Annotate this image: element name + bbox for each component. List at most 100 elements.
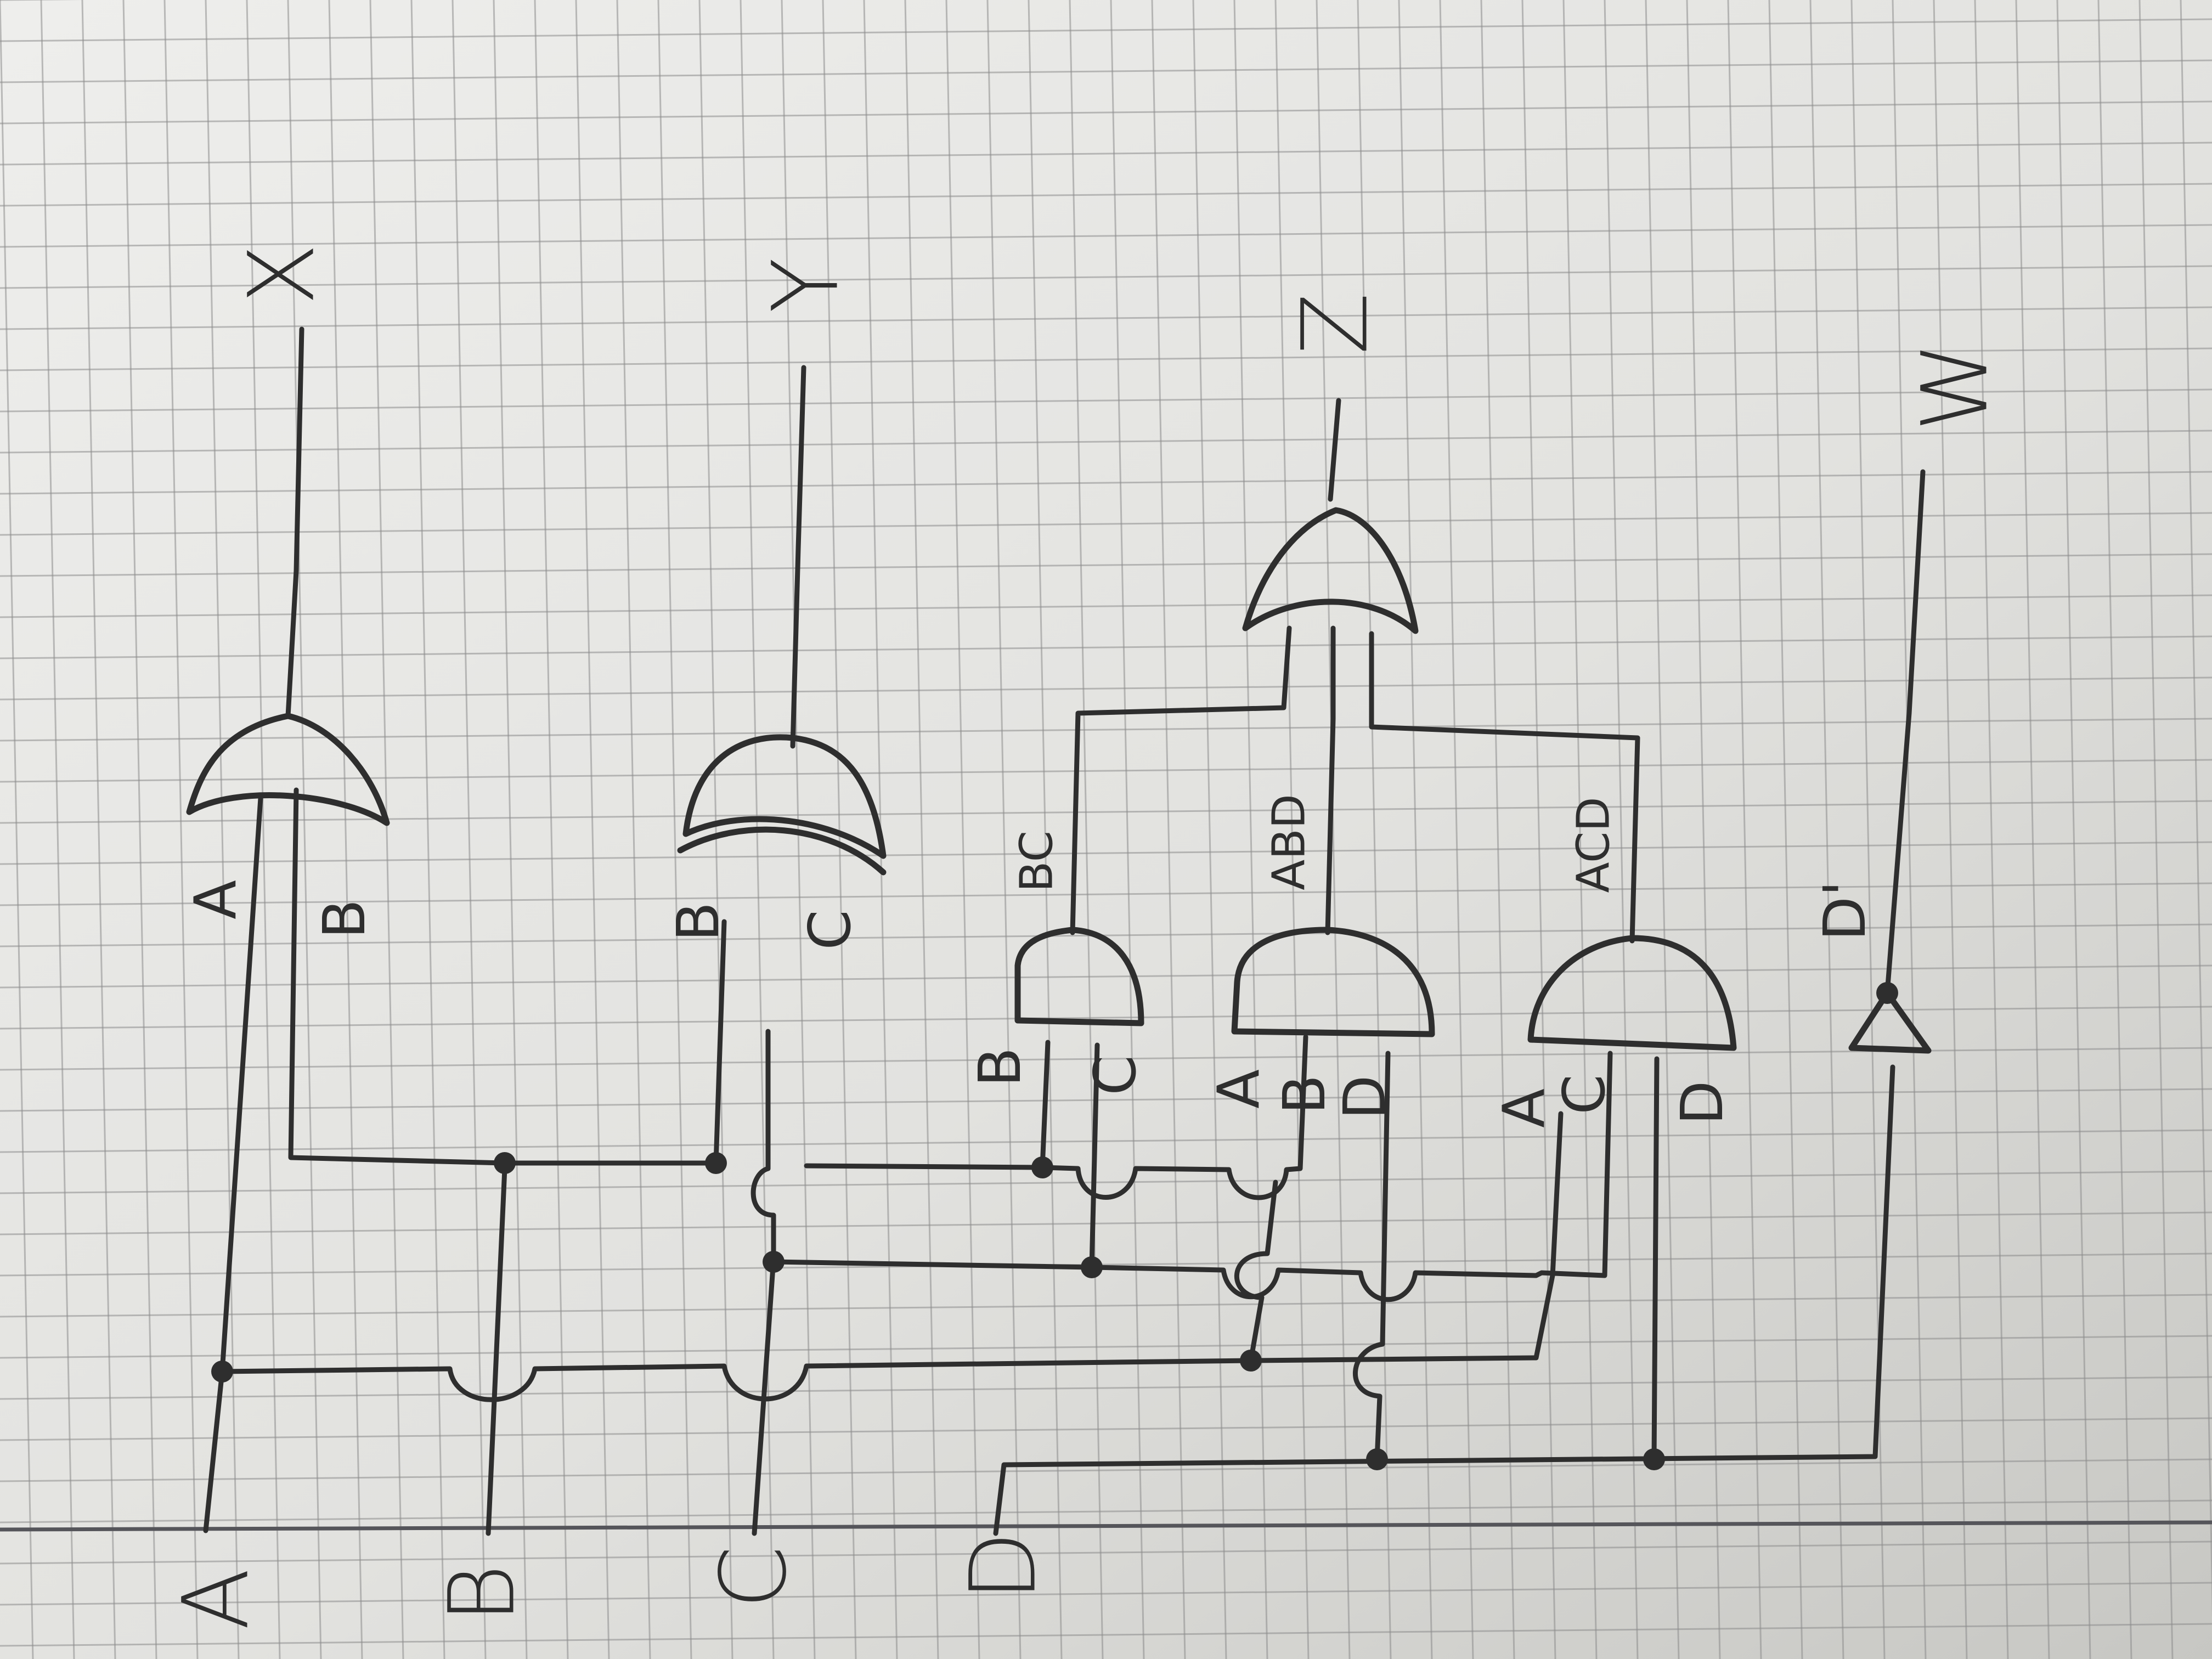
grid-line-vertical <box>534 0 569 1659</box>
and-gate-acd <box>1527 935 1737 1051</box>
grid-line-vertical <box>1480 0 1515 1659</box>
grid-line-horizontal <box>0 676 2212 701</box>
grid-line-vertical <box>904 0 939 1659</box>
grid-line-vertical <box>1316 0 1351 1659</box>
grid-line-vertical <box>2097 0 2132 1659</box>
grid-line-horizontal <box>0 841 2212 865</box>
grid-line-horizontal <box>0 1458 2212 1482</box>
grid-line-vertical <box>1892 0 1927 1659</box>
junction-dot-c <box>763 1251 785 1273</box>
junction-dot-b2 <box>705 1152 727 1174</box>
grid-line-vertical <box>328 0 363 1659</box>
junction-dot-d2 <box>1643 1448 1665 1470</box>
output-label-w: W <box>1903 342 2008 431</box>
grid-line-vertical <box>452 0 487 1659</box>
wire-z-output <box>1328 398 1341 502</box>
wire-w-output <box>1884 469 1926 996</box>
grid-line-horizontal <box>0 1294 2212 1318</box>
grid-line-horizontal <box>0 59 2212 83</box>
gate-acd-input-c-label: C <box>1551 1074 1618 1114</box>
wire-d-to-abd <box>1352 1051 1391 1462</box>
grid-line-vertical <box>945 0 980 1659</box>
gate-abd-input-b-label: B <box>1271 1075 1338 1114</box>
gate-acd-input-a-label: A <box>1491 1088 1558 1128</box>
junction-dot-b3 <box>1031 1156 1053 1178</box>
grid-line-horizontal <box>0 430 2212 454</box>
and-gate-abd <box>1231 927 1435 1037</box>
grid-line-horizontal <box>0 923 2212 947</box>
grid-line-horizontal <box>0 1417 2212 1441</box>
grid-line-horizontal <box>0 800 2212 824</box>
junction-dot-d <box>1366 1448 1388 1470</box>
input-label-b: B <box>430 1564 535 1623</box>
grid-line-horizontal <box>0 1006 2212 1030</box>
acd-output-label: ACD <box>1567 797 1620 893</box>
wire-y-output <box>790 365 806 749</box>
grid-line-vertical <box>822 0 857 1659</box>
grid-line-vertical <box>1933 0 1968 1659</box>
grid-line-horizontal <box>0 1047 2212 1071</box>
grid-line-vertical <box>1974 0 2009 1659</box>
grid-line-vertical <box>2180 0 2212 1618</box>
grid-line-horizontal <box>0 142 2212 166</box>
grid-line-horizontal <box>0 347 2212 371</box>
wire-b-to-abd <box>1040 1034 1308 1200</box>
grid-line-vertical <box>1069 0 1104 1659</box>
grid-line-horizontal <box>0 512 2212 536</box>
grid-line-horizontal <box>0 1088 2212 1112</box>
grid-line-horizontal <box>0 18 2212 42</box>
grid-line-horizontal <box>0 1335 2212 1359</box>
or-gate-x <box>186 713 390 826</box>
grid-line-horizontal <box>0 635 2212 659</box>
wire-c-to-y <box>751 1029 776 1262</box>
grid-line-horizontal <box>0 1211 2212 1235</box>
grid-line-vertical <box>698 0 733 1659</box>
grid-line-horizontal <box>0 388 2212 413</box>
wire-acd-to-or <box>1369 631 1640 944</box>
junction-dot-a <box>211 1361 233 1383</box>
grid-line-vertical <box>1398 0 1433 1659</box>
grid-line-horizontal <box>0 1499 2212 1523</box>
gate-y-input-b-label: B <box>665 902 732 941</box>
grid-line-horizontal <box>0 964 2212 989</box>
grid-line-horizontal <box>0 471 2212 495</box>
input-label-c: C <box>701 1545 806 1609</box>
output-label-z: Z <box>1283 292 1388 354</box>
grid-line-vertical <box>2056 0 2091 1659</box>
grid-line-vertical <box>369 0 404 1659</box>
grid-line-vertical <box>1809 0 1844 1659</box>
grid-line-horizontal <box>0 594 2212 618</box>
gate-bc-input-b-label: B <box>967 1047 1034 1087</box>
grid-line-horizontal <box>0 1582 2212 1606</box>
junction-dot-b <box>494 1152 516 1174</box>
gate-x-input-a-label: A <box>182 880 249 919</box>
input-label-a: A <box>163 1568 269 1630</box>
grid-line-vertical <box>1521 0 1556 1659</box>
gate-acd-input-d-label: D <box>1669 1081 1736 1125</box>
grid-line-vertical <box>1357 0 1392 1659</box>
grid-line-horizontal <box>0 224 2212 248</box>
grid-line-horizontal <box>0 553 2212 577</box>
grid-line-horizontal <box>0 1252 2212 1277</box>
logic-gates <box>186 507 1932 1054</box>
labels: A B C D X Y Z W A B B C BC B C ABD A B D… <box>163 243 2008 1630</box>
grid-line-horizontal <box>0 1541 2212 1565</box>
gate-y-input-c-label: C <box>797 910 864 950</box>
grid-line-vertical <box>986 0 1022 1659</box>
grid-line-horizontal <box>0 1623 2212 1647</box>
wire-c-to-acd <box>1089 1051 1613 1302</box>
grid-line-horizontal <box>0 183 2212 207</box>
wire-bc-to-or <box>1070 625 1292 935</box>
inverter-output-label: D' <box>1812 881 1878 941</box>
grid-line-horizontal <box>0 718 2212 742</box>
abd-output-label: ABD <box>1263 794 1315 890</box>
grid-line-horizontal <box>0 100 2212 125</box>
junction-dot-a2 <box>1240 1350 1262 1372</box>
grid-line-vertical <box>1028 0 1063 1659</box>
gate-x-input-b-label: B <box>311 899 378 939</box>
grid-line-vertical <box>1274 0 1310 1659</box>
grid-line-vertical <box>1439 0 1474 1659</box>
grid-line-vertical <box>122 0 157 1659</box>
